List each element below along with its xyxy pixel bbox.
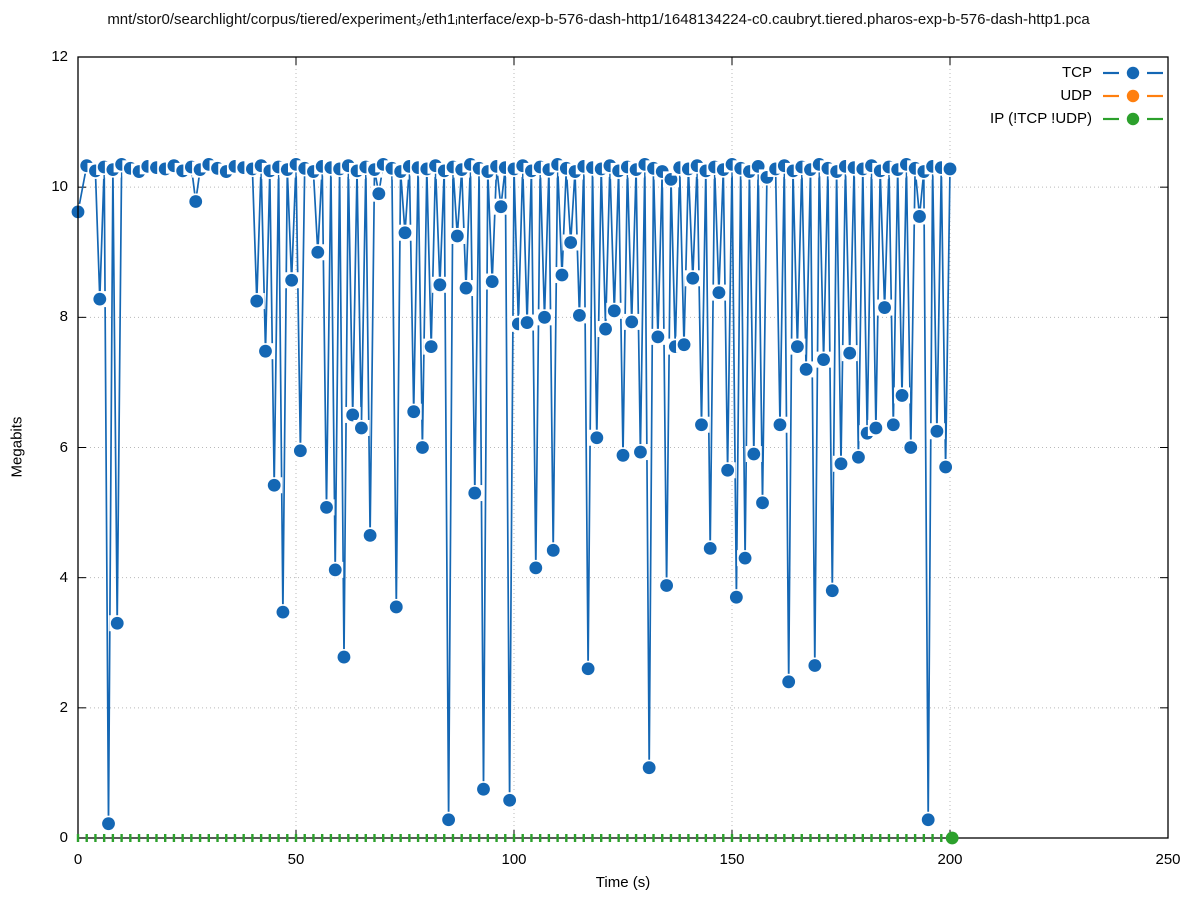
y-tick-label: 2 <box>59 698 68 716</box>
legend-item-tcp: TCP <box>990 62 1165 83</box>
legend-sample-ip-icon <box>1103 112 1163 125</box>
legend-item-udp: UDP <box>990 85 1165 106</box>
y-tick-label: 6 <box>59 438 68 456</box>
x-axis-label: Time (s) <box>595 874 651 891</box>
legend-sample-udp-icon <box>1103 89 1163 102</box>
legend-item-ip: IP (!TCP !UDP) <box>990 108 1165 129</box>
x-tick-label: 0 <box>73 851 83 868</box>
x-tick-label: 150 <box>719 851 745 868</box>
x-tick-label: 50 <box>287 851 305 868</box>
chart-title: mnt/stor0/searchlight/corpus/tiered/expe… <box>107 11 1090 28</box>
legend-label-udp: UDP <box>1060 87 1092 104</box>
y-tick-label: 4 <box>59 568 68 586</box>
y-tick-label: 8 <box>59 308 68 326</box>
y-tick-label: 10 <box>51 178 68 196</box>
legend-label-ip: IP (!TCP !UDP) <box>990 110 1092 127</box>
x-tick-label: 250 <box>1155 851 1181 868</box>
legend-sample-tcp-icon <box>1103 66 1163 79</box>
y-tick-label: 12 <box>51 48 68 65</box>
x-tick-label: 200 <box>937 851 963 868</box>
legend: TCP UDP IP (!TCP !UDP) <box>990 62 1165 129</box>
x-tick-label: 100 <box>501 851 527 868</box>
legend-label-tcp: TCP <box>1062 64 1092 81</box>
y-tick-label: 0 <box>59 829 68 846</box>
